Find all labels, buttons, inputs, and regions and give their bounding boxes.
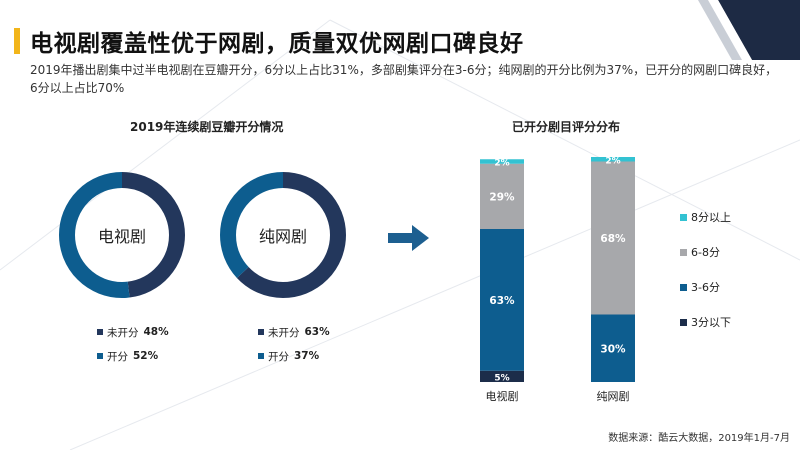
donut-section-title: 2019年连续剧豆瓣开分情况 xyxy=(130,120,284,134)
donut-slice-aired xyxy=(59,172,185,298)
legend-label: 开分 xyxy=(107,350,128,363)
legend-label: 6-8分 xyxy=(691,246,720,259)
stacked-bar-chart: 5% 63% 29% 2% 电视剧 30% 68% 2% 纯网剧 xyxy=(480,156,635,403)
legend-label: 3分以下 xyxy=(691,316,731,329)
bar-section-title: 已开分剧目评分分布 xyxy=(512,120,621,134)
page-title: 电视剧覆盖性优于网剧，质量双优网剧口碑良好 xyxy=(30,31,524,57)
bar-data-label: 30% xyxy=(600,343,626,355)
legend-item-8plus: 8分以上 xyxy=(680,208,731,226)
donut-slice-aired xyxy=(220,172,346,298)
legend-label: 未开分 xyxy=(107,326,139,339)
legend-web-aired: 开分 37% xyxy=(258,348,319,364)
bar-data-label: 29% xyxy=(489,191,515,203)
bar-segment xyxy=(480,163,524,229)
bar-segment xyxy=(591,314,635,382)
bar-data-label: 5% xyxy=(494,373,509,383)
donut-chart-web: 纯网剧 xyxy=(218,170,348,300)
bar-data-label: 2% xyxy=(494,159,509,169)
legend-swatch-unaired xyxy=(97,329,103,335)
data-source-note: 数据来源：酷云大数据，2019年1月-7月 xyxy=(608,433,790,444)
bar-segment xyxy=(591,161,635,315)
donut-chart-tv: 电视剧 xyxy=(57,170,187,300)
donut-center-label-tv: 电视剧 xyxy=(97,227,146,246)
legend-web-unaired: 未开分 63% xyxy=(258,324,330,340)
legend-tv-aired: 开分 52% xyxy=(97,348,158,364)
corner-decoration xyxy=(698,0,800,60)
bar-data-label: 63% xyxy=(489,295,515,307)
legend-swatch-aired xyxy=(258,353,264,359)
x-axis-category-label: 电视剧 xyxy=(486,389,519,403)
legend-label: 8分以上 xyxy=(691,211,731,224)
bar-segment xyxy=(480,370,524,382)
legend-item-3to6: 3-6分 xyxy=(680,278,731,296)
legend-swatch xyxy=(680,213,687,221)
x-axis-category-label: 纯网剧 xyxy=(597,390,630,403)
legend-item-6to8: 6-8分 xyxy=(680,243,731,261)
donut-center-label-web: 纯网剧 xyxy=(258,227,307,246)
donut-svg-web xyxy=(220,172,346,298)
bar-segment xyxy=(480,159,524,164)
legend-swatch-unaired xyxy=(258,329,264,335)
legend-swatch-aired xyxy=(97,353,103,359)
bar-segment xyxy=(480,229,524,371)
bar-data-label: 68% xyxy=(600,233,626,245)
legend-value: 52% xyxy=(133,350,159,362)
legend-swatch xyxy=(680,283,687,291)
legend-swatch xyxy=(680,248,687,256)
legend-swatch xyxy=(680,318,687,326)
legend-value: 63% xyxy=(304,326,330,338)
legend-item-below3: 3分以下 xyxy=(680,313,731,331)
bar-segment xyxy=(591,157,635,162)
legend-value: 48% xyxy=(143,326,169,338)
donut-svg-tv xyxy=(59,172,185,298)
page-subtitle: 2019年播出剧集中过半电视剧在豆瓣开分，6分以上占比31%，多部剧集评分在3-… xyxy=(30,63,778,95)
legend-label: 3-6分 xyxy=(691,281,720,294)
legend-label: 未开分 xyxy=(268,326,300,339)
stacked-bar-legend: 8分以上 6-8分 3-6分 3分以下 xyxy=(680,208,731,348)
legend-label: 开分 xyxy=(268,350,289,363)
legend-tv-unaired: 未开分 48% xyxy=(97,324,169,340)
title-accent-bar xyxy=(14,28,20,54)
bar-data-label: 2% xyxy=(605,156,620,166)
legend-value: 37% xyxy=(294,350,320,362)
right-arrow-icon xyxy=(388,225,429,251)
